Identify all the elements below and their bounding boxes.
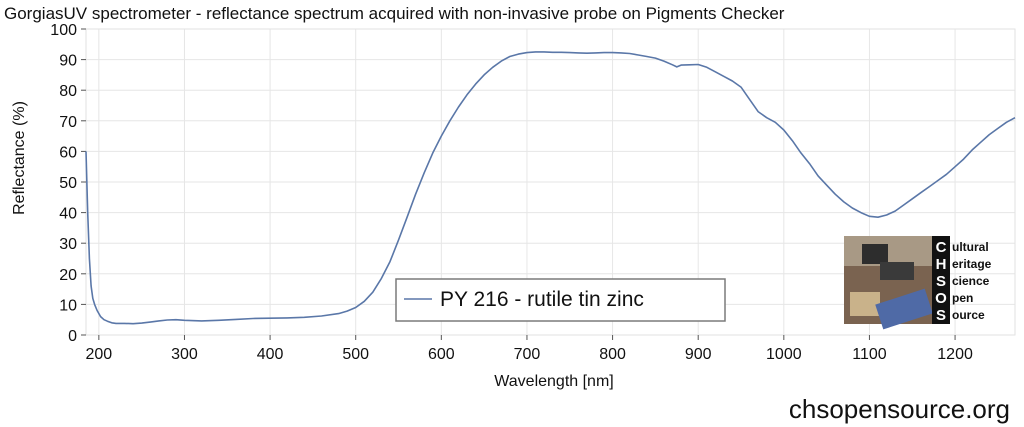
- svg-text:ultural: ultural: [952, 240, 989, 254]
- x-tick-label: 600: [428, 346, 455, 363]
- x-tick-label: 300: [171, 346, 198, 363]
- svg-text:cience: cience: [952, 274, 990, 288]
- y-tick-label: 60: [59, 144, 77, 161]
- logo-letter-bar: [932, 236, 950, 324]
- svg-text:S: S: [936, 307, 946, 324]
- y-tick-label: 0: [68, 328, 77, 345]
- chsos-logo: C H S O S ultural eritage cience pen our…: [844, 236, 992, 330]
- x-tick-label: 1200: [937, 346, 973, 363]
- svg-text:pen: pen: [952, 291, 973, 305]
- svg-text:eritage: eritage: [952, 257, 992, 271]
- x-tick-label: 700: [514, 346, 541, 363]
- y-tick-label: 80: [59, 83, 77, 100]
- x-tick-label: 1000: [766, 346, 802, 363]
- y-axis: 0 10 20 30 40 50 60 70 80 90 100: [50, 22, 86, 345]
- y-axis-label: Reflectance (%): [11, 101, 28, 215]
- y-tick-label: 100: [50, 22, 77, 39]
- x-tick-label: 800: [599, 346, 626, 363]
- svg-text:S: S: [936, 273, 946, 290]
- svg-text:H: H: [936, 256, 947, 273]
- x-tick-label: 900: [685, 346, 712, 363]
- x-tick-label: 500: [342, 346, 369, 363]
- svg-text:O: O: [935, 290, 947, 307]
- footer-url: chsopensource.org: [789, 394, 1010, 424]
- y-tick-label: 20: [59, 267, 77, 284]
- y-tick-label: 90: [59, 53, 77, 70]
- x-axis-label: Wavelength [nm]: [494, 373, 613, 390]
- legend-box: [395, 278, 726, 322]
- y-tick-label: 10: [59, 297, 77, 314]
- legend-label: PY 216 - rutile tin zinc: [440, 288, 644, 311]
- y-tick-label: 70: [59, 114, 77, 131]
- series-line: [85, 51, 1016, 325]
- chart-title: GorgiasUV spectrometer - reflectance spe…: [4, 4, 785, 23]
- y-tick-label: 40: [59, 206, 77, 223]
- svg-text:C: C: [936, 239, 947, 256]
- svg-text:ource: ource: [952, 308, 985, 322]
- y-tick-label: 50: [59, 175, 77, 192]
- legend: PY 216 - rutile tin zinc: [395, 278, 726, 322]
- x-tick-label: 400: [257, 346, 284, 363]
- x-tick-label: 1100: [852, 346, 887, 363]
- x-axis: 200 300 400 500 600 700 800 900 1000 1100 1200: [85, 335, 973, 363]
- y-tick-label: 30: [59, 236, 77, 253]
- x-tick-label: 200: [85, 346, 112, 363]
